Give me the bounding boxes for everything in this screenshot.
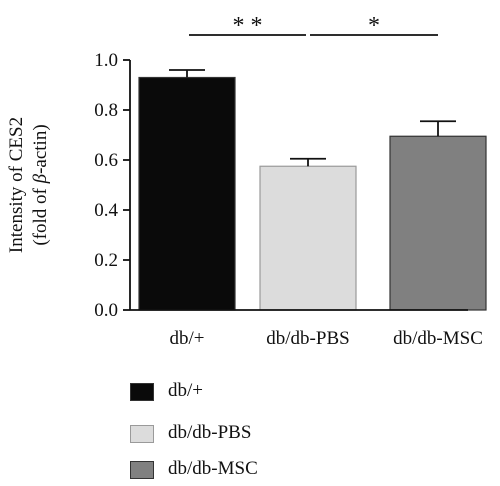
y-tick-label: 1.0: [94, 50, 118, 71]
legend-label: db/+: [168, 380, 203, 401]
bar-db-db-msc: [389, 135, 487, 311]
legend-item-db-db-pbs: db/db-PBS: [130, 422, 390, 447]
legend-swatch: [130, 425, 154, 443]
legend-label: db/db-PBS: [168, 422, 252, 443]
y-tick-label: 0.0: [94, 300, 118, 321]
y-axis-label-greek: β: [30, 173, 51, 184]
y-tick-label: 0.2: [94, 250, 118, 271]
y-axis-label-line2: (fold of β-actin): [30, 124, 51, 245]
legend-swatch: [130, 461, 154, 479]
bar-db-: [138, 76, 236, 311]
y-tick-label: 0.4: [94, 200, 118, 221]
y-tick-label: 0.8: [94, 100, 118, 121]
bars: [138, 69, 487, 311]
legend-label: db/db-MSC: [168, 458, 258, 479]
significance-label: *: [368, 13, 380, 39]
significance-brackets: * * *: [189, 13, 438, 39]
y-axis-label-line1: Intensity of CES2: [6, 117, 27, 253]
y-axis-label-prefix: (fold of: [30, 183, 51, 245]
legend-item-db-db-msc: db/db-MSC: [130, 458, 390, 483]
legend-item-db-plus: db/+: [130, 380, 390, 405]
legend-swatch: [130, 383, 154, 401]
bar-db-db-pbs: [259, 165, 357, 311]
x-tick-label: db/db-PBS: [266, 328, 349, 349]
y-tick-label: 0.6: [94, 150, 118, 171]
x-tick-label: db/db-MSC: [393, 328, 483, 349]
x-axis-labels: db/+ db/db-PBS db/db-MSC: [170, 328, 483, 349]
y-axis-label-suffix: -actin): [30, 124, 51, 174]
x-tick-label: db/+: [170, 328, 205, 349]
significance-label: * *: [233, 13, 263, 39]
y-axis-ticks: 0.0 0.2 0.4 0.6 0.8 1.0: [94, 50, 130, 321]
